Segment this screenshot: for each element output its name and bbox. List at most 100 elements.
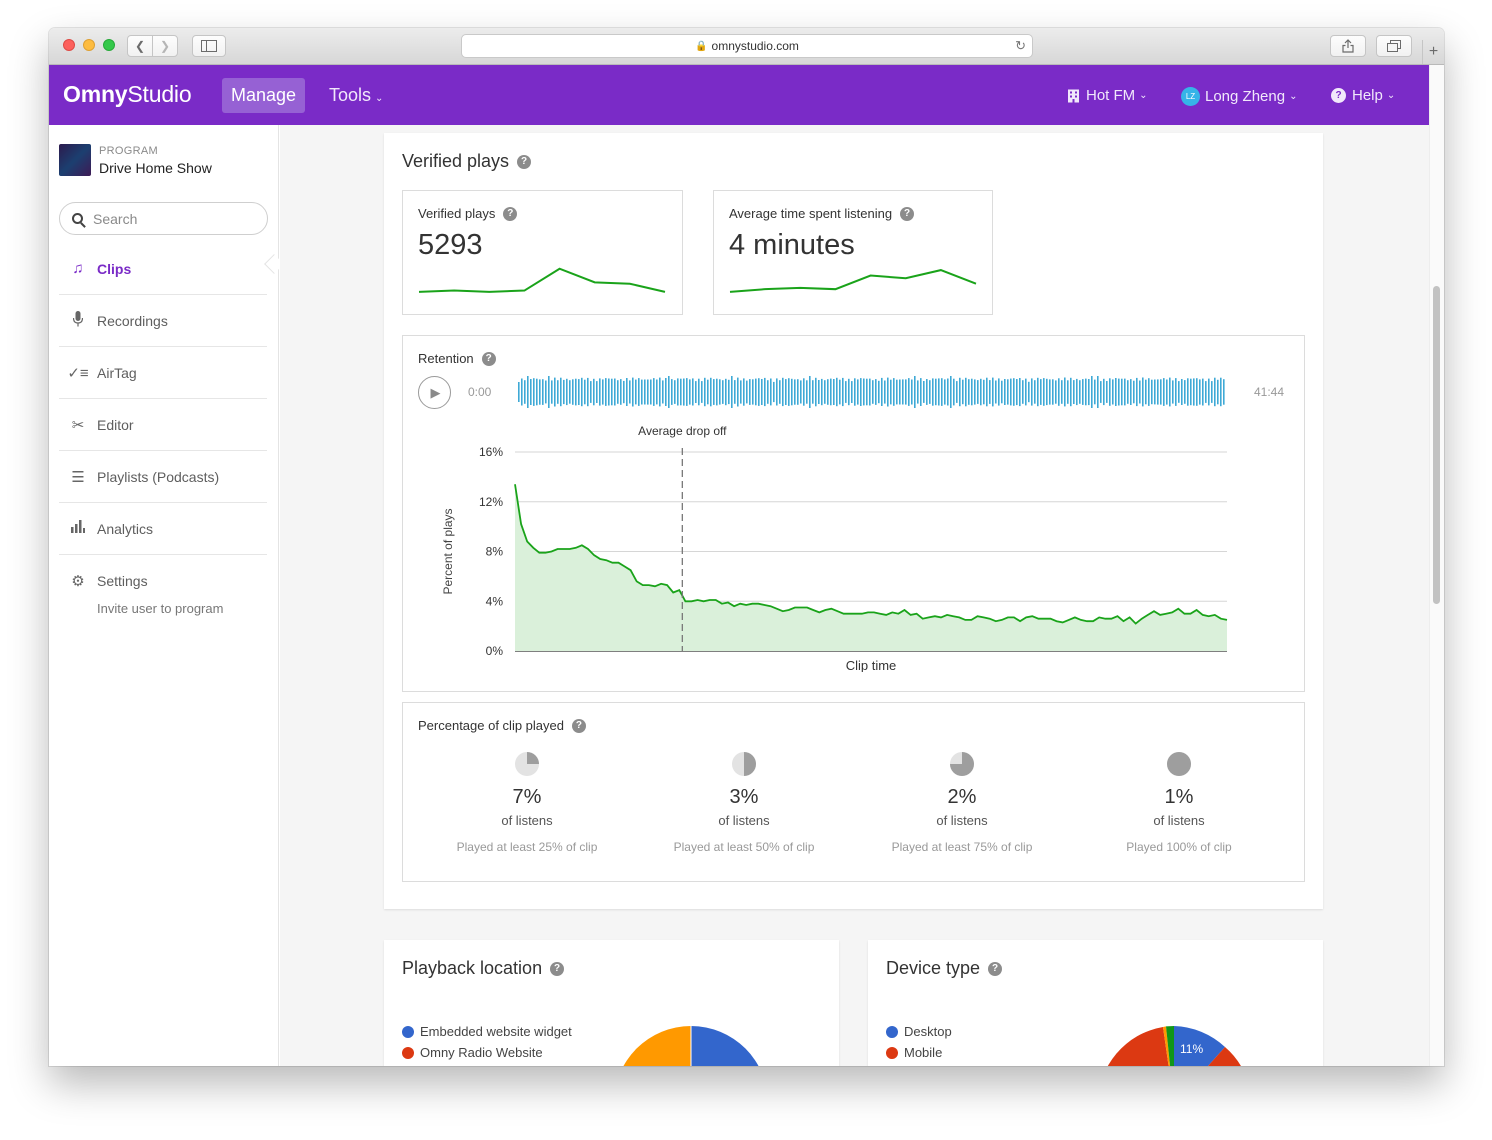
waveform-bar bbox=[962, 379, 964, 405]
nav-help-menu[interactable]: ? Help ⌄ bbox=[1331, 87, 1395, 104]
address-bar[interactable]: 🔒 omnystudio.com ↻ bbox=[461, 34, 1033, 58]
back-button[interactable]: ❮ bbox=[127, 35, 153, 57]
waveform-bar bbox=[1010, 378, 1012, 406]
waveform-bar bbox=[776, 378, 778, 406]
lock-icon: 🔒 bbox=[695, 40, 708, 52]
help-icon[interactable]: ? bbox=[503, 206, 518, 221]
waveform-bar bbox=[992, 377, 994, 407]
sidebar-item-analytics[interactable]: Analytics bbox=[59, 503, 267, 555]
clip-played-sub: of listens bbox=[936, 813, 988, 828]
waveform-bar bbox=[602, 379, 604, 405]
show-tabs-button[interactable] bbox=[1376, 35, 1412, 57]
close-window-button[interactable] bbox=[63, 39, 75, 51]
clip-played-value: 3% bbox=[729, 786, 759, 808]
share-button[interactable] bbox=[1330, 35, 1366, 57]
reload-icon[interactable]: ↻ bbox=[1015, 38, 1026, 53]
program-name[interactable]: Drive Home Show bbox=[99, 160, 212, 176]
waveform-bar bbox=[569, 380, 571, 404]
waveform-bar bbox=[524, 380, 526, 404]
sidebar-item-playlists[interactable]: ☰ Playlists (Podcasts) bbox=[59, 451, 267, 503]
clip-played-label: Percentage of clip played? bbox=[418, 718, 586, 733]
avg-listen-time-trend-line bbox=[729, 269, 977, 293]
waveform-bar bbox=[1118, 378, 1120, 406]
waveform-bar bbox=[1193, 378, 1195, 406]
help-icon[interactable]: ? bbox=[988, 961, 1003, 976]
verified-plays-title: Verified plays bbox=[402, 151, 510, 171]
waveform-bar bbox=[1013, 378, 1015, 406]
waveform-bar bbox=[542, 379, 544, 405]
help-icon[interactable]: ? bbox=[517, 154, 532, 169]
waveform-bar bbox=[617, 380, 619, 404]
y-tick-label: 8% bbox=[486, 545, 504, 559]
retention-panel: Retention? ▶ 0:00 41:44 0% 4% 8% 12% 16% Aver… bbox=[402, 335, 1305, 692]
waveform-bar bbox=[845, 381, 847, 403]
pie-fill bbox=[744, 752, 756, 776]
nav-tools[interactable]: Tools ⌄ bbox=[329, 85, 383, 106]
waveform-bar bbox=[596, 381, 598, 403]
waveform-bar bbox=[908, 378, 910, 406]
search-input[interactable] bbox=[93, 210, 243, 227]
new-tab-button[interactable]: + bbox=[1422, 40, 1444, 64]
nav-manage[interactable]: Manage bbox=[222, 78, 305, 113]
waveform-bar bbox=[620, 379, 622, 405]
waveform-bar bbox=[881, 377, 883, 406]
share-icon bbox=[1342, 39, 1354, 53]
sidebar-item-clips[interactable]: ♫ Clips bbox=[59, 243, 267, 295]
waveform-bar bbox=[530, 379, 532, 405]
play-button[interactable]: ▶ bbox=[418, 376, 451, 409]
bar-chart-icon bbox=[67, 520, 89, 537]
waveform-bar bbox=[623, 380, 625, 404]
sidebar-toggle-button[interactable] bbox=[192, 35, 226, 57]
page-scrollbar-thumb[interactable] bbox=[1433, 286, 1440, 604]
avg-listen-time-sparkline bbox=[729, 269, 977, 293]
help-icon[interactable]: ? bbox=[481, 351, 496, 366]
omny-studio-logo[interactable]: OmnyStudio bbox=[63, 81, 192, 108]
audio-waveform[interactable] bbox=[517, 372, 1229, 412]
chevron-down-icon: ⌄ bbox=[1289, 91, 1298, 102]
forward-button[interactable]: ❯ bbox=[152, 35, 178, 57]
invite-user-link[interactable]: Invite user to program bbox=[97, 601, 224, 616]
nav-user-menu[interactable]: LZ Long Zheng ⌄ bbox=[1181, 87, 1297, 106]
waveform-bar bbox=[785, 379, 787, 405]
waveform-bar bbox=[551, 380, 553, 404]
waveform-bar bbox=[1136, 377, 1138, 407]
waveform-bar bbox=[1133, 380, 1135, 404]
waveform-bar bbox=[698, 378, 700, 406]
waveform-bar bbox=[743, 378, 745, 406]
waveform-bar bbox=[956, 381, 958, 403]
waveform-bar bbox=[932, 378, 934, 406]
sidebar-item-editor[interactable]: ✂ Editor bbox=[59, 399, 267, 451]
waveform-bar bbox=[749, 379, 751, 405]
waveform-bar bbox=[911, 379, 913, 405]
sidebar-item-recordings[interactable]: Recordings bbox=[59, 295, 267, 347]
avatar: LZ bbox=[1181, 87, 1200, 106]
gear-icon: ⚙ bbox=[71, 573, 85, 590]
waveform-bar bbox=[1142, 377, 1144, 407]
legend-label: Mobile bbox=[904, 1045, 943, 1060]
logo-omny: Omny bbox=[63, 81, 128, 107]
minimize-window-button[interactable] bbox=[83, 39, 95, 51]
waveform-bar bbox=[1106, 381, 1108, 403]
help-icon[interactable]: ? bbox=[550, 961, 565, 976]
y-tick-label: 12% bbox=[479, 495, 503, 509]
annotation-label: Average drop off bbox=[638, 424, 727, 438]
waveform-bar bbox=[521, 378, 523, 406]
nav-station-selector[interactable]: Hot FM ⌄ bbox=[1067, 87, 1148, 104]
waveform-bar bbox=[1055, 380, 1057, 404]
waveform-bar bbox=[815, 377, 817, 407]
waveform-bar bbox=[938, 378, 940, 406]
help-icon[interactable]: ? bbox=[900, 206, 915, 221]
legend-item: Desktop bbox=[886, 1024, 952, 1039]
waveform-bar bbox=[995, 380, 997, 404]
waveform-bar bbox=[728, 379, 730, 405]
search-box[interactable] bbox=[59, 202, 268, 235]
waveform-bar bbox=[914, 376, 916, 408]
waveform-bar bbox=[890, 379, 892, 405]
help-icon[interactable]: ? bbox=[571, 718, 586, 733]
program-artwork bbox=[59, 144, 91, 176]
retention-line bbox=[514, 484, 1228, 625]
sidebar-item-settings[interactable]: ⚙ Settings bbox=[59, 555, 267, 607]
zoom-window-button[interactable] bbox=[103, 39, 115, 51]
waveform-bar bbox=[860, 378, 862, 406]
sidebar-item-airtag[interactable]: ✓≡ AirTag bbox=[59, 347, 267, 399]
